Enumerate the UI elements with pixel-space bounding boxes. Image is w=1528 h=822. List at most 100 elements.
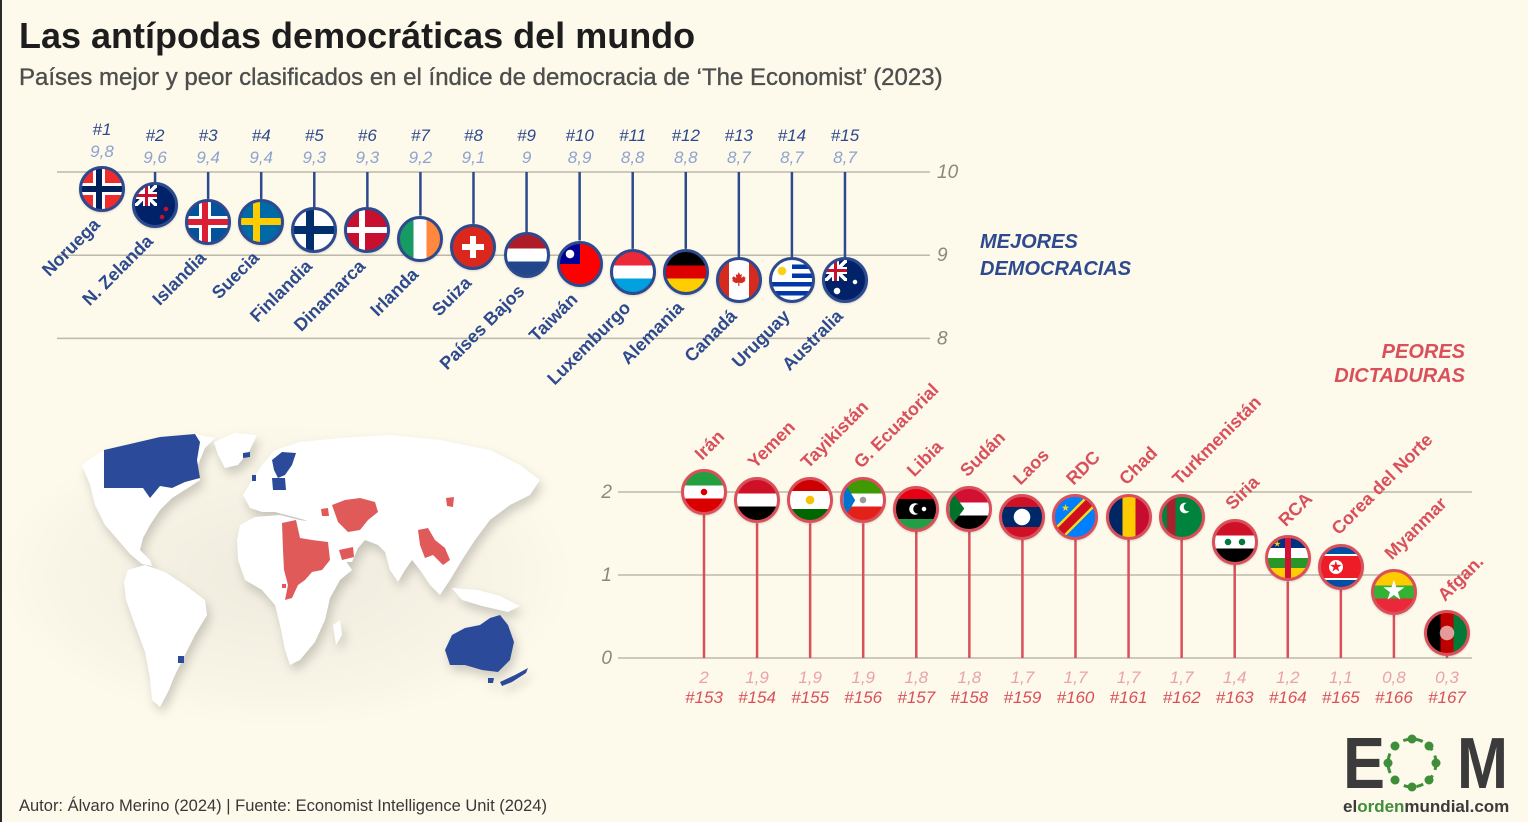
ireland [252,475,256,481]
canada-flag-icon [715,257,762,304]
laos-flag-icon [999,493,1046,540]
ireland-flag-icon [397,215,444,262]
rank-label: #156 [844,688,882,707]
value-label: 0,3 [1435,668,1459,687]
value-label: 8,7 [727,148,751,167]
rank-label: #10 [565,126,594,145]
rank-label: #166 [1375,688,1413,707]
libya-flag-icon [893,485,940,532]
source-credit: Autor: Álvaro Merino (2024) | Fuente: Ec… [19,797,547,815]
rank-label: #1 [93,120,112,139]
page-subtitle: Países mejor y peor clasificados en el í… [19,64,943,91]
rank-label: #153 [685,688,723,707]
star-icon [1330,560,1342,572]
canada [104,434,200,498]
rank-label: #159 [1004,688,1042,707]
rank-label: #14 [778,126,806,145]
south-america [124,565,207,707]
disc [1328,559,1343,574]
germany-flag-icon [662,248,709,295]
iceland [243,452,250,458]
central-african-republic-flag-icon [1264,535,1311,582]
democracies-highlight [104,434,528,686]
value-label: 1,2 [1276,668,1300,687]
y-tick-label: 8 [937,328,948,349]
rank-label: #12 [672,126,701,145]
value-label: 8,8 [621,148,645,167]
new-zealand-flag-icon [132,182,179,229]
value-label: 8,7 [833,148,857,167]
dictatorships-highlight [282,497,454,600]
north-korea [446,497,454,507]
syria-flag-icon [1211,518,1258,565]
eom-logo: E M elordenmundial.com [1343,730,1509,816]
y-tick-label: 0 [601,648,612,669]
tasmania [488,678,494,683]
yemen-flag-icon [734,477,781,524]
rank-label: #4 [252,126,271,145]
value-label: 1,7 [1064,668,1088,687]
value-label: 9,1 [462,148,486,167]
southeast-asia-islands [452,588,520,612]
value-label: 1,7 [1117,668,1141,687]
switzerland-flag-icon [450,223,497,270]
section-title: DEMOCRACIAS [980,258,1132,280]
rank-label: #5 [305,126,324,145]
denmark-flag-icon [344,207,391,254]
value-label: 1,9 [798,668,822,687]
hoist-triangle [843,480,856,521]
yemen [339,547,354,560]
logo-site-highlight: orden [1357,797,1404,816]
chad-flag-icon [1105,493,1152,540]
value-label: 1,1 [1329,668,1353,687]
madagascar [333,620,342,645]
y-tick-label: 10 [937,162,959,183]
australia [445,615,514,672]
rank-label: #165 [1322,688,1360,707]
logo-letter-e: E [1343,730,1385,804]
value-label: 1,7 [1011,668,1035,687]
rank-label: #8 [464,126,483,145]
luxembourg-flag-icon [609,248,656,295]
myanmar-flag-icon [1370,568,1417,615]
rank-label: #155 [791,688,829,707]
frame-edge [0,0,2,822]
value-label: 9,3 [356,148,380,167]
dr-congo-flag-icon [1052,493,1099,540]
greenland [214,433,257,468]
rank-label: #13 [725,126,754,145]
value-label: 9,4 [196,148,220,167]
rank-label: #167 [1428,688,1466,707]
section-title: MEJORES [980,231,1078,253]
taiwan-flag-icon [556,240,603,287]
star-icon [1383,579,1405,600]
rank-label: #7 [411,126,430,145]
finland-flag-icon [291,207,338,254]
iceland-flag-icon [185,198,232,245]
rank-label: #9 [517,126,536,145]
value-label: 9,8 [90,142,114,161]
central-europe [272,478,286,490]
rank-label: #6 [358,126,377,145]
value-label: 0,8 [1382,668,1406,687]
new-zealand [500,668,528,686]
rank-label: #154 [738,688,776,707]
rank-label: #162 [1163,688,1201,707]
central-africa [282,520,330,600]
logo-ring-icon [1383,734,1441,792]
turkmenistan-flag-icon [1158,493,1205,540]
uruguay-flag-icon [768,257,815,304]
rank-label: #158 [950,688,988,707]
rank-label: #15 [831,126,860,145]
syria [321,508,329,516]
rank-label: #3 [199,126,218,145]
value-label: 9,4 [249,148,273,167]
page-title: Las antípodas democráticas del mundo [19,15,696,56]
iran-flag-icon [681,469,727,515]
value-label: 9,3 [302,148,326,167]
tajikistan-flag-icon [787,477,834,524]
equatorial-guinea [282,584,286,588]
star-icon [1061,503,1070,512]
rank-label: #163 [1216,688,1254,707]
